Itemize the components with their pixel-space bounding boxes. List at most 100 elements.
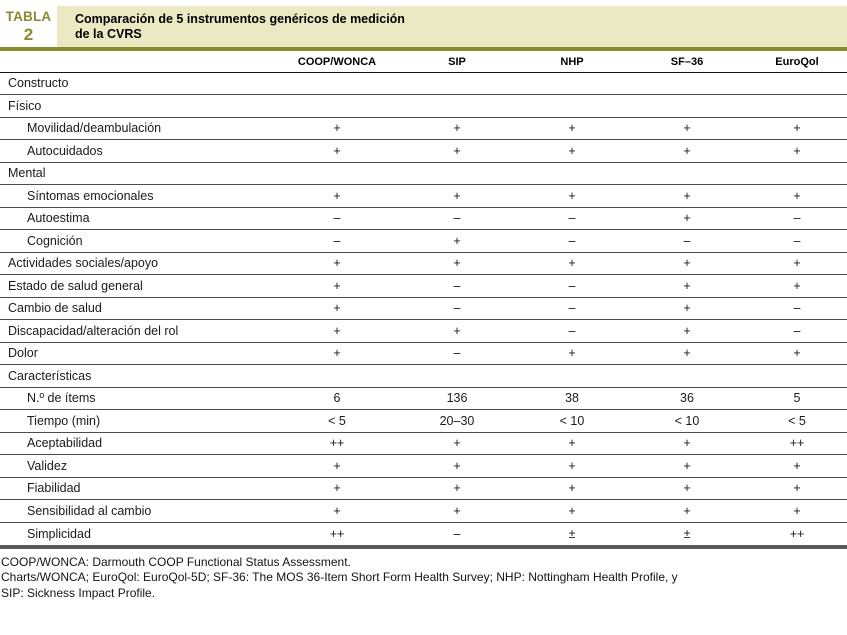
section-row: Físico: [0, 94, 847, 118]
cell-value: [627, 364, 747, 388]
row-label: Validez: [0, 454, 277, 478]
cell-value: 38: [517, 387, 627, 410]
cell-value: –: [747, 229, 847, 253]
cell-value: ++: [329, 526, 345, 541]
table-row: Simplicidad ++ – ± ± ++: [0, 522, 847, 545]
cell-value: [747, 72, 847, 95]
table-row: Cognición – + – – –: [0, 229, 847, 253]
cell-value: +: [277, 297, 397, 320]
table-row: Estado de salud general + – – + +: [0, 274, 847, 298]
row-label: Autocuidados: [0, 139, 277, 163]
cell-value: ±: [568, 526, 576, 541]
cell-value: [627, 72, 747, 95]
cell-value: +: [747, 139, 847, 163]
footnote-line: SIP: Sickness Impact Profile.: [1, 585, 156, 600]
cell-value: –: [517, 229, 627, 253]
cell-value: [517, 94, 627, 118]
section-row: Constructo: [0, 72, 847, 95]
cell-value: [277, 162, 397, 185]
cell-value: [397, 72, 517, 95]
row-label: Actividades sociales/apoyo: [0, 252, 277, 275]
cell-value: 36: [627, 387, 747, 410]
row-label: Mental: [0, 162, 277, 185]
cell-value: +: [277, 184, 397, 208]
cell-value: +: [277, 342, 397, 365]
row-label: Discapacidad/alteración del rol: [0, 319, 277, 343]
cell-value: +: [517, 477, 627, 500]
cell-value: +: [277, 454, 397, 478]
cell-value: 6: [277, 387, 397, 410]
cell-value: +: [397, 117, 517, 140]
cell-value: +: [397, 319, 517, 343]
cell-value: +: [277, 477, 397, 500]
cell-value: +: [627, 297, 747, 320]
cell-value: +: [397, 432, 517, 455]
table-row: Actividades sociales/apoyo + + + + +: [0, 252, 847, 275]
cell-value: +: [747, 252, 847, 275]
cell-value: –: [747, 319, 847, 343]
footnote-line: Charts/WONCA; EuroQol: EuroQol-5D; SF-36…: [1, 570, 678, 584]
cell-value: +: [627, 454, 747, 478]
row-label: Dolor: [0, 342, 277, 365]
column-header: EuroQol: [747, 53, 847, 73]
table-row: Sensibilidad al cambio + + + + +: [0, 499, 847, 523]
accent-rule: [0, 47, 847, 51]
table-tag-word: TABLA: [5, 9, 52, 25]
cell-value: +: [397, 139, 517, 163]
cell-value: [747, 364, 847, 388]
table-row: Autoestima – – – + –: [0, 207, 847, 230]
row-label: Cambio de salud: [0, 297, 277, 320]
cell-value: < 5: [747, 409, 847, 433]
table-bottom-rule: [0, 544, 847, 549]
cell-value: +: [397, 184, 517, 208]
table-header: TABLA 2 Comparación de 5 instrumentos ge…: [0, 6, 847, 47]
row-label: Movilidad/deambulación: [0, 117, 277, 140]
row-label: Fiabilidad: [0, 477, 277, 500]
cell-value: [397, 162, 517, 185]
cell-value: +: [397, 499, 517, 523]
journal-table-figure: TABLA 2 Comparación de 5 instrumentos ge…: [0, 6, 847, 635]
cell-value: –: [747, 297, 847, 320]
cell-value: +: [627, 184, 747, 208]
table-row: Autocuidados + + + + +: [0, 139, 847, 163]
row-label: Físico: [0, 94, 277, 118]
cell-value: ++: [747, 432, 847, 455]
cell-value: +: [517, 117, 627, 140]
column-header-spacer: [0, 53, 277, 73]
cell-value: [627, 94, 747, 118]
footnote-line: COOP/WONCA: Darmouth COOP Functional Sta…: [1, 554, 351, 569]
cell-value: +: [517, 342, 627, 365]
cell-value: +: [747, 499, 847, 523]
cell-value: –: [397, 274, 517, 298]
cell-value: –: [627, 229, 747, 253]
column-header: SIP: [397, 53, 517, 73]
cell-value: +: [517, 184, 627, 208]
cell-value: 5: [747, 387, 847, 410]
cell-value: +: [627, 432, 747, 455]
cell-value: +: [277, 274, 397, 298]
cell-value: < 10: [627, 409, 747, 433]
cell-value: –: [397, 342, 517, 365]
cell-value: –: [517, 274, 627, 298]
row-label: Tiempo (min): [0, 409, 277, 433]
comparison-table: COOP/WONCA SIP NHP SF–36 EuroQol Constructo …: [0, 53, 847, 545]
cell-value: [277, 94, 397, 118]
table-title-banner: Comparación de 5 instrumentos genéricos …: [57, 6, 847, 47]
cell-value: +: [627, 499, 747, 523]
cell-value: [747, 94, 847, 118]
cell-value: –: [517, 319, 627, 343]
cell-value: +: [517, 139, 627, 163]
cell-value: +: [627, 319, 747, 343]
row-label: Aceptabilidad: [0, 432, 277, 455]
table-tag: TABLA 2: [0, 6, 57, 47]
row-label: Características: [0, 364, 277, 388]
cell-value: < 10: [517, 409, 627, 433]
cell-value: –: [517, 207, 627, 230]
cell-value: +: [277, 252, 397, 275]
cell-value: [517, 162, 627, 185]
row-label: Autoestima: [0, 207, 277, 230]
column-header: SF–36: [627, 53, 747, 73]
cell-value: +: [747, 342, 847, 365]
cell-value: [397, 364, 517, 388]
table-title: Comparación de 5 instrumentos genéricos …: [57, 12, 405, 42]
